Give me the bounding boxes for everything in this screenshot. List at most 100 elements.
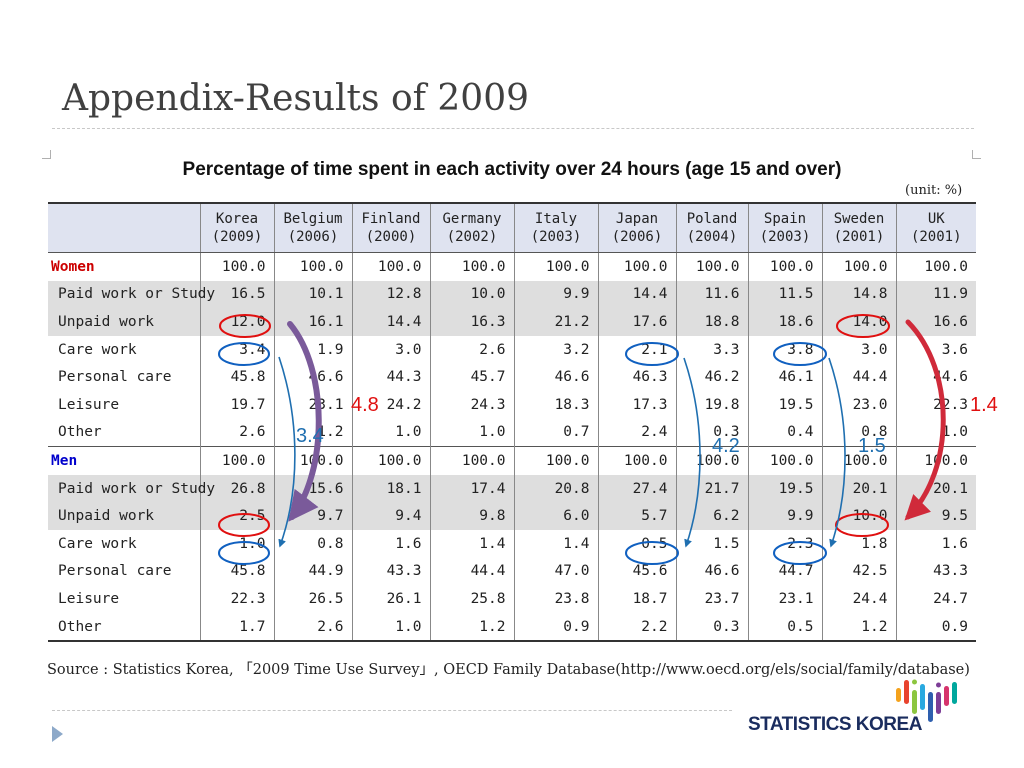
- value-cell: 100.0: [199, 251, 274, 281]
- column-country: Korea: [215, 211, 259, 227]
- column-year: (2003): [759, 229, 811, 245]
- value-cell: 26.5: [273, 585, 352, 613]
- row-label: Personal care: [58, 563, 172, 580]
- value-cell: 14.8: [821, 280, 896, 309]
- value-cell: 100.0: [429, 446, 514, 475]
- value-cell: 45.8: [199, 557, 274, 586]
- value-cell: 19.5: [747, 474, 822, 503]
- value-cell: 19.7: [199, 390, 274, 419]
- table-row: Paid work or Study 26.8 15.6 18.1 17.4 20.8 27…: [48, 474, 976, 503]
- value-cell: 23.7: [675, 585, 748, 613]
- value-cell: 9.9: [747, 502, 822, 530]
- value-cell: 42.5: [821, 557, 896, 586]
- value-cell: 2.2: [597, 612, 676, 643]
- value-cell: 3.3: [675, 335, 748, 364]
- value-cell: 45.8: [199, 363, 274, 391]
- value-cell: 1.7: [199, 612, 274, 643]
- row-label: Other: [48, 612, 200, 643]
- table-row: Paid work or Study 16.5 10.1 12.8 10.0 9.9 14.…: [48, 280, 976, 309]
- value-cell: 25.8: [429, 585, 514, 613]
- value-cell: 17.4: [429, 474, 514, 503]
- column-header: Italy (2003): [513, 202, 598, 253]
- row-label: Care work: [58, 341, 137, 358]
- value-cell: 2.6: [429, 335, 514, 364]
- value-cell: 0.8: [273, 529, 352, 558]
- korea-unpaid-arrow: [287, 321, 322, 522]
- slide-bullet-icon: [52, 726, 63, 742]
- table-caption: Percentage of time spent in each activit…: [182, 159, 842, 180]
- value-cell: 16.5: [199, 280, 274, 309]
- value-cell: 19.8: [675, 390, 748, 419]
- column-header: Japan (2006): [597, 202, 676, 253]
- value-cell: 14.4: [597, 280, 676, 309]
- title-divider: [52, 128, 974, 129]
- column-year: (2001): [833, 229, 885, 245]
- value-cell: 100.0: [675, 446, 748, 475]
- uk-unpaid-arrow: [904, 319, 946, 521]
- time-use-table: Korea (2009) Belgium (2006) Finland (2000) Ger…: [48, 202, 976, 643]
- column-header: Germany (2002): [429, 202, 514, 253]
- value-cell: 100.0: [351, 446, 430, 475]
- sweden-women-unpaid-circle: [836, 314, 890, 338]
- slide-title: Appendix-Results of 2009: [62, 78, 529, 119]
- row-label: Care work: [58, 535, 137, 552]
- value-cell: 19.5: [747, 390, 822, 419]
- value-cell: 10.1: [273, 280, 352, 309]
- value-cell: 1.4: [513, 529, 598, 558]
- korea-care-arrow: [278, 356, 296, 548]
- column-country: Germany: [442, 211, 502, 227]
- value-cell: 9.9: [513, 280, 598, 309]
- value-cell: 1.0: [429, 418, 514, 447]
- value-cell: 11.6: [675, 280, 748, 309]
- value-cell: 1.2: [429, 612, 514, 643]
- value-cell: 3.2: [513, 335, 598, 364]
- table-row: Personal care 45.8 46.6 44.3 45.7 46.6 46.3 46.…: [48, 363, 976, 391]
- column-country: UK: [927, 211, 945, 227]
- value-cell: 24.4: [821, 585, 896, 613]
- row-label: Paid work or Study: [48, 474, 215, 503]
- korea-women-care-circle: [218, 342, 270, 366]
- value-cell: 24.3: [429, 390, 514, 419]
- row-label: Women: [48, 251, 200, 281]
- korea-men-unpaid-circle: [218, 513, 270, 537]
- value-cell: 46.1: [747, 363, 822, 391]
- value-cell: 0.3: [675, 418, 748, 447]
- header-corner-cell: [48, 202, 200, 253]
- value-cell: 2.4: [597, 418, 676, 447]
- value-cell: 1.4: [429, 529, 514, 558]
- value-cell: 44.3: [351, 363, 430, 391]
- row-label: Paid work or Study: [48, 280, 215, 309]
- spain-care-ratio-label: 1.5: [858, 435, 886, 457]
- value-cell: 1.6: [895, 529, 976, 558]
- value-cell: 20.1: [821, 474, 896, 503]
- value-cell: 20.8: [513, 474, 598, 503]
- value-cell: 14.0: [821, 308, 896, 336]
- column-year: (2006): [287, 229, 339, 245]
- value-cell: 21.2: [513, 308, 598, 336]
- value-cell: 100.0: [821, 251, 896, 281]
- column-header: Sweden (2001): [821, 202, 896, 253]
- frame-corner-left: [42, 150, 51, 159]
- spain-women-care-circle: [773, 342, 827, 366]
- value-cell: 44.9: [273, 557, 352, 586]
- table-row: Unpaid work 12.0 16.1 14.4 16.3 21.2 17.6 18.8 1…: [48, 308, 976, 336]
- sweden-men-unpaid-circle: [835, 513, 889, 537]
- value-cell: 16.1: [273, 308, 352, 336]
- column-year: (2004): [686, 229, 738, 245]
- value-cell: 1.2: [821, 612, 896, 643]
- value-cell: 100.0: [351, 251, 430, 281]
- column-header: Korea (2009): [199, 202, 274, 253]
- footer-divider: [52, 710, 732, 711]
- value-cell: 2.6: [273, 612, 352, 643]
- value-cell: 100.0: [199, 446, 274, 475]
- value-cell: 0.3: [675, 612, 748, 643]
- value-cell: 44.4: [429, 557, 514, 586]
- column-country: Poland: [686, 211, 738, 227]
- value-cell: 26.1: [351, 585, 430, 613]
- table-row: Care work 3.4 1.9 3.0 2.6 3.2 2.1 3.3 3.8 3.0 3.6: [48, 335, 976, 364]
- value-cell: 100.0: [747, 446, 822, 475]
- column-year: (2006): [611, 229, 663, 245]
- value-cell: 1.6: [351, 529, 430, 558]
- column-year: (2000): [365, 229, 417, 245]
- value-cell: 10.0: [429, 280, 514, 309]
